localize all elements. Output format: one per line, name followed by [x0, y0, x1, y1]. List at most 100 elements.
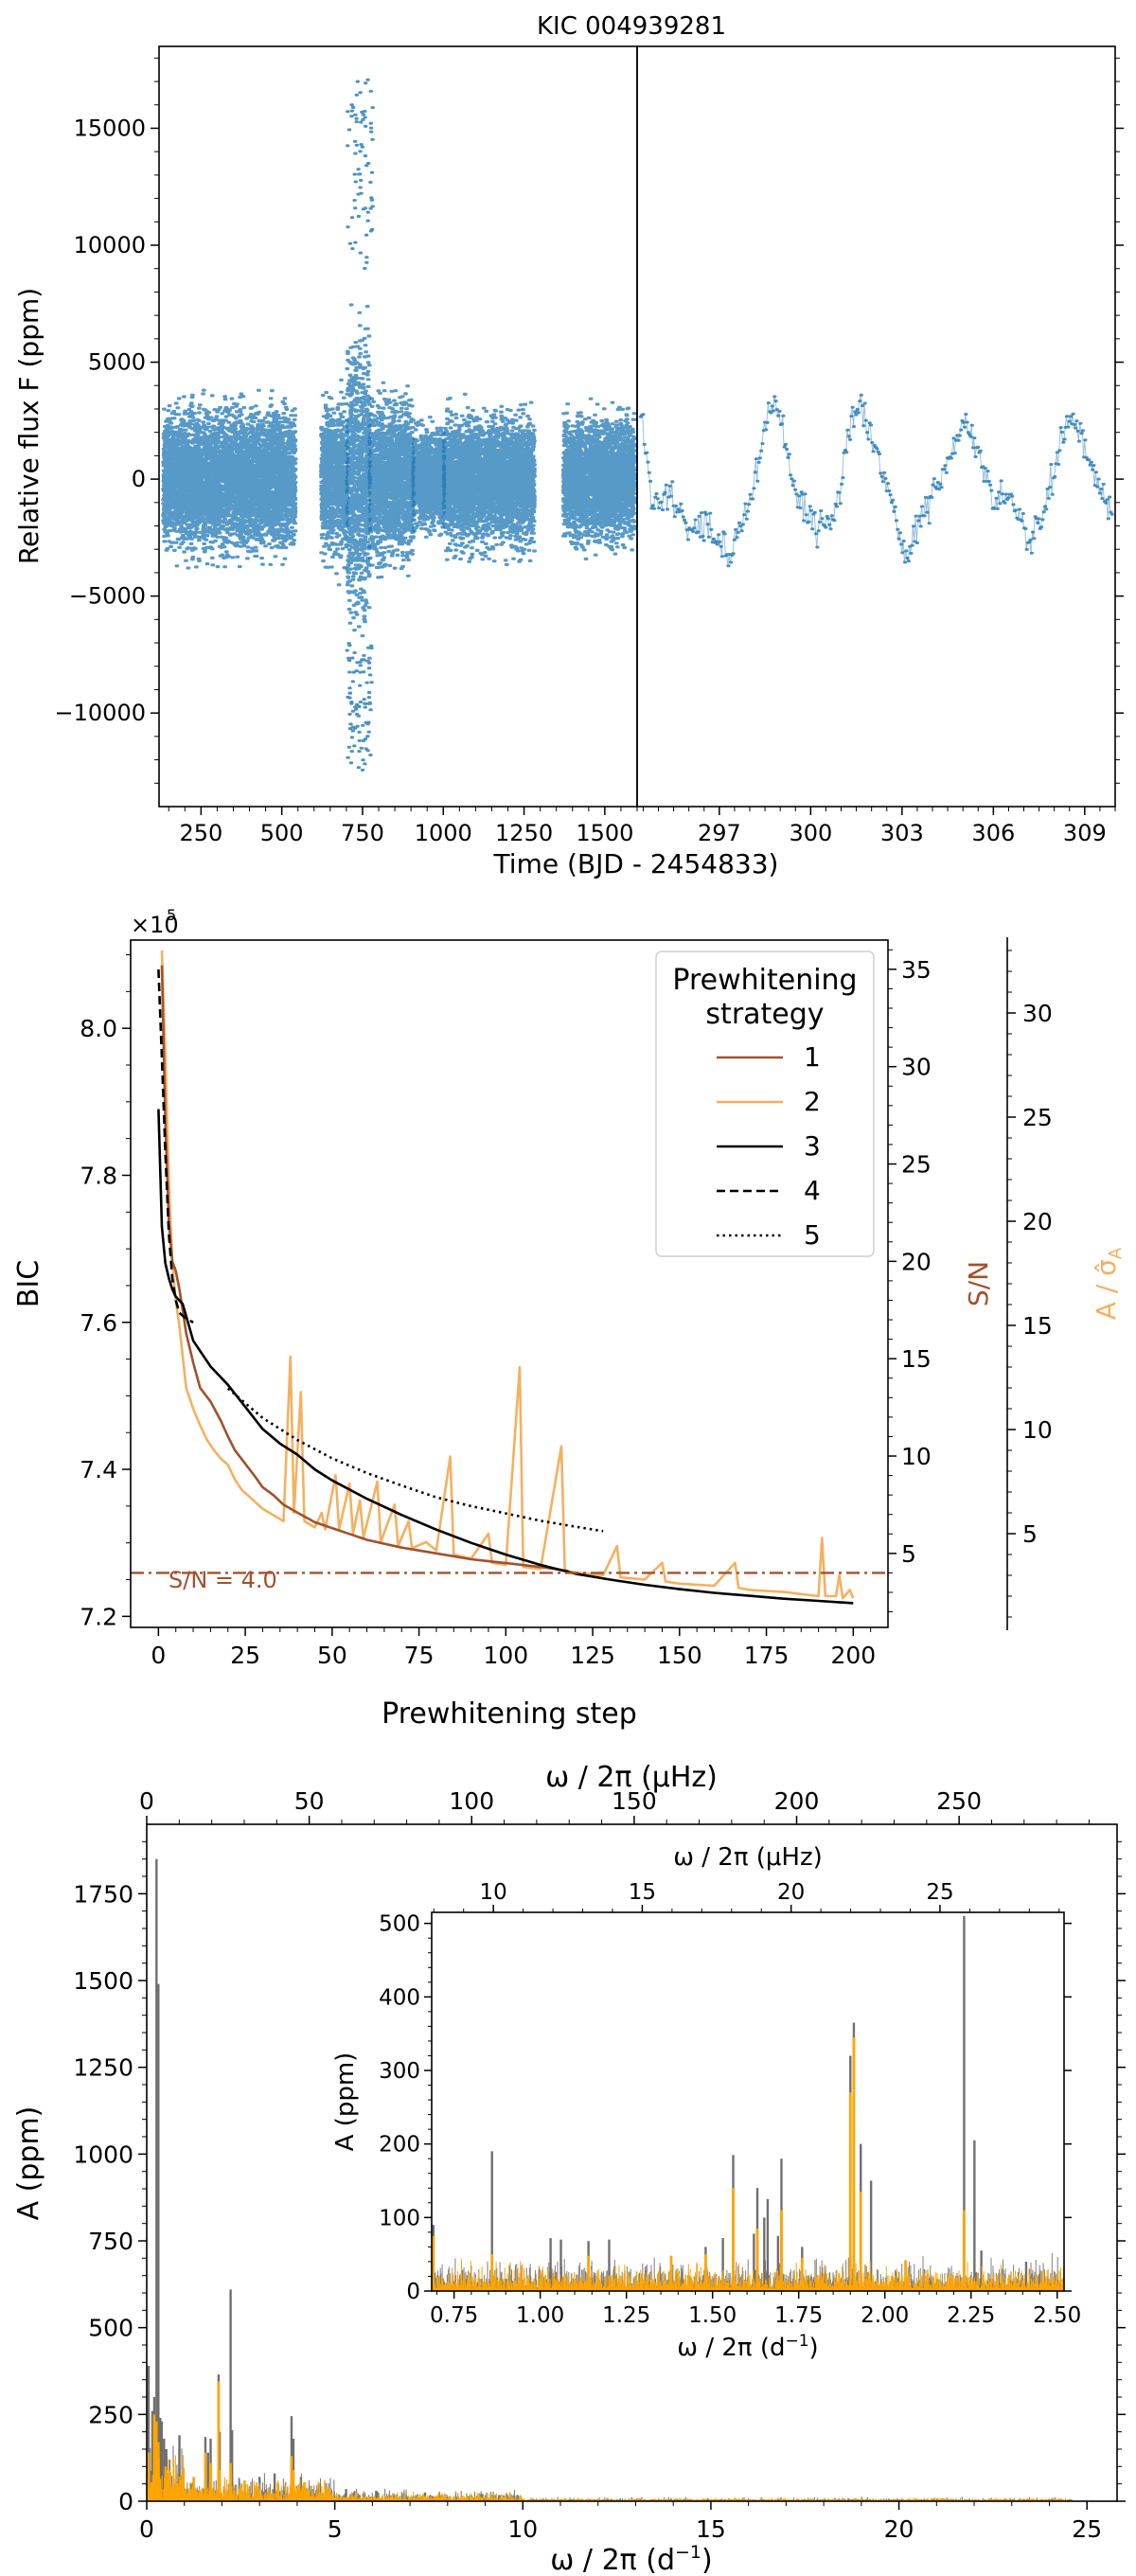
inset-x-tick-label: 1.50	[688, 2303, 737, 2328]
inset-y-tick-label: 300	[379, 2059, 420, 2084]
light-curve-x-tick-label: 250	[179, 820, 222, 846]
light-curve-x-tick-label: 309	[1063, 820, 1107, 846]
light-curve-segment-3	[345, 303, 372, 660]
spectrum-y-tick-label: 1250	[73, 2054, 133, 2082]
a-axis-label: A / σ̂A	[1091, 1247, 1126, 1320]
light-curve-x-tick-label: 303	[880, 820, 924, 846]
sn-tick-label: 30	[901, 1054, 932, 1081]
spectrum-top-x-tick-label: 150	[612, 1787, 657, 1815]
light-curve-x-label: Time (BJD - 2454833)	[493, 848, 779, 879]
light-curve-x-tick-label: 306	[971, 820, 1015, 846]
light-curve-segment-6	[441, 392, 537, 566]
spectrum-top-x-tick-label: 50	[294, 1787, 325, 1815]
bic-y-tick-label: 7.4	[80, 1456, 117, 1483]
light-curve-x-tick-label: 297	[698, 820, 741, 846]
light-curve-long-cadence-points	[161, 78, 637, 772]
light-curve-right-axes-frame	[636, 45, 1116, 808]
inset-axes-frame	[431, 1911, 1065, 2292]
light-curve-x-tick-label: 1250	[495, 820, 553, 846]
svg-text:×10: ×10	[131, 912, 179, 938]
bic-x-tick-label: 200	[830, 1642, 876, 1669]
spectrum-y-tick-label: 1750	[73, 1880, 133, 1908]
light-curve-y-tick-label: 5000	[88, 349, 146, 376]
sn-axis-label: S/N	[963, 1261, 994, 1306]
bic-x-tick-label: 150	[657, 1642, 702, 1669]
spectrum-orange-noise	[146, 2455, 1073, 2501]
light-curve-x-tick-label: 300	[789, 820, 832, 846]
legend-label-5: 5	[804, 1219, 821, 1251]
svg-text:Prewhitening: Prewhitening	[672, 964, 857, 997]
a-tick-label: 25	[1022, 1104, 1053, 1131]
light-curve-short-cadence-line	[639, 395, 1112, 566]
light-curve-x-tick-label: 1500	[576, 820, 633, 846]
light-curve-ticks: −10000 −5000 0 5000 10000 15000 250 500 750 1000 1…	[55, 57, 1124, 846]
light-curve-y-tick-label: −5000	[69, 583, 146, 610]
inset-top-x-label: ω / 2π (μHz)	[673, 1843, 823, 1872]
spectrum-axes-frame	[146, 1823, 1118, 2502]
legend-label-3: 3	[804, 1130, 821, 1162]
legend-label-4: 4	[804, 1175, 821, 1206]
inset-x-tick-label: 2.00	[861, 2303, 909, 2328]
bic-axes-frame	[130, 939, 889, 1628]
light-curve-x-tick-label: 500	[260, 820, 304, 846]
a-tick-label: 10	[1022, 1416, 1053, 1444]
inset-x-tick-label: 0.75	[430, 2303, 478, 2328]
spectrum-top-x-tick-label: 100	[449, 1787, 494, 1815]
spectrum-y-tick-label: 750	[88, 2228, 133, 2255]
inset-top-x-tick-label: 20	[777, 1880, 805, 1905]
spectrum-x-tick-label: 20	[884, 2515, 914, 2543]
inset-y-tick-label: 100	[379, 2206, 420, 2230]
a-tick-label: 30	[1022, 1000, 1053, 1027]
bic-panel: 0 25 50 75 100 125 150 175 2007.27.47.67.88.0510…	[12, 906, 1126, 1731]
light-curve-x-tick-label: 750	[341, 820, 384, 846]
bic-y-tick-label: 7.6	[80, 1309, 117, 1337]
sn-tick-label: 5	[901, 1540, 916, 1568]
inset-x-label: ω / 2π (d−1)	[677, 2332, 818, 2362]
spectrum-top-x-tick-label: 200	[774, 1787, 820, 1815]
bic-y-tick-label: 7.8	[80, 1162, 117, 1189]
light-curve-burst-outliers	[345, 78, 375, 772]
spectrum-top-x-tick-label: 250	[936, 1787, 982, 1815]
spectrum-ticks: 0 5 10 15 20 250 50 100 150 200 250025050075010001…	[73, 1787, 1126, 2543]
light-curve-segment-4	[367, 381, 416, 579]
bic-x-tick-label: 125	[570, 1642, 615, 1669]
bic-x-tick-label: 25	[230, 1642, 260, 1669]
bic-x-tick-label: 100	[483, 1642, 528, 1669]
spectrum-y-tick-label: 1500	[73, 1967, 133, 1995]
bic-y-tick-label: 8.0	[80, 1015, 117, 1042]
bic-ticks: 0 25 50 75 100 125 150 175 2007.27.47.67.88.0510…	[80, 949, 1053, 1669]
amplitude-spectrum-panel: 0 5 10 15 20 250 50 100 150 200 250025050075010001…	[12, 1761, 1126, 2576]
inset-y-tick-label: 200	[379, 2133, 420, 2158]
bic-series-4	[157, 969, 194, 1324]
bic-y-tick-label: 7.2	[80, 1603, 117, 1630]
spectrum-x-tick-label: 10	[507, 2515, 538, 2543]
spectrum-x-tick-label: 25	[1072, 2515, 1102, 2543]
inset-y-tick-label: 0	[406, 2280, 420, 2304]
spectrum-peaks	[146, 1858, 1073, 2501]
light-curve-segment-1	[161, 388, 298, 570]
a-tick-label: 5	[1022, 1520, 1038, 1548]
spectrum-x-label: ω / 2π (d−1)	[550, 2542, 712, 2576]
light-curve-y-tick-label: 15000	[74, 115, 146, 141]
inset-y-label: A (ppm)	[331, 2052, 360, 2152]
spectrum-x-tick-label: 5	[328, 2515, 343, 2543]
light-curve-y-tick-label: 0	[132, 466, 146, 492]
light-curve-x-tick-label: 1000	[415, 820, 472, 846]
sn-tick-label: 10	[901, 1443, 932, 1470]
legend-label-2: 2	[804, 1086, 821, 1117]
light-curve-title: KIC 004939281	[537, 12, 726, 41]
light-curve-segment-5	[411, 416, 447, 539]
inset-x-tick-label: 1.00	[516, 2303, 564, 2328]
bic-y-label: BIC	[12, 1260, 45, 1307]
spectrum-y-label: A (ppm)	[12, 2106, 45, 2221]
inset-ticks: 0.75 1.00 1.25 1.50 1.75 2.00 2.25 2.50 10 15 20 25…	[379, 1880, 1081, 2328]
bic-x-tick-label: 75	[404, 1642, 435, 1669]
bic-x-tick-label: 0	[151, 1642, 166, 1669]
bic-multiplier: ×10 5	[131, 906, 179, 938]
spectrum-x-tick-label: 0	[139, 2515, 154, 2543]
light-curve-y-tick-label: −10000	[55, 700, 146, 726]
spectrum-top-x-label: ω / 2π (μHz)	[545, 1761, 718, 1794]
spectrum-inset: 0.75 1.00 1.25 1.50 1.75 2.00 2.25 2.50 10 15 20 25…	[331, 1843, 1081, 2362]
spectrum-y-tick-label: 500	[88, 2315, 133, 2342]
